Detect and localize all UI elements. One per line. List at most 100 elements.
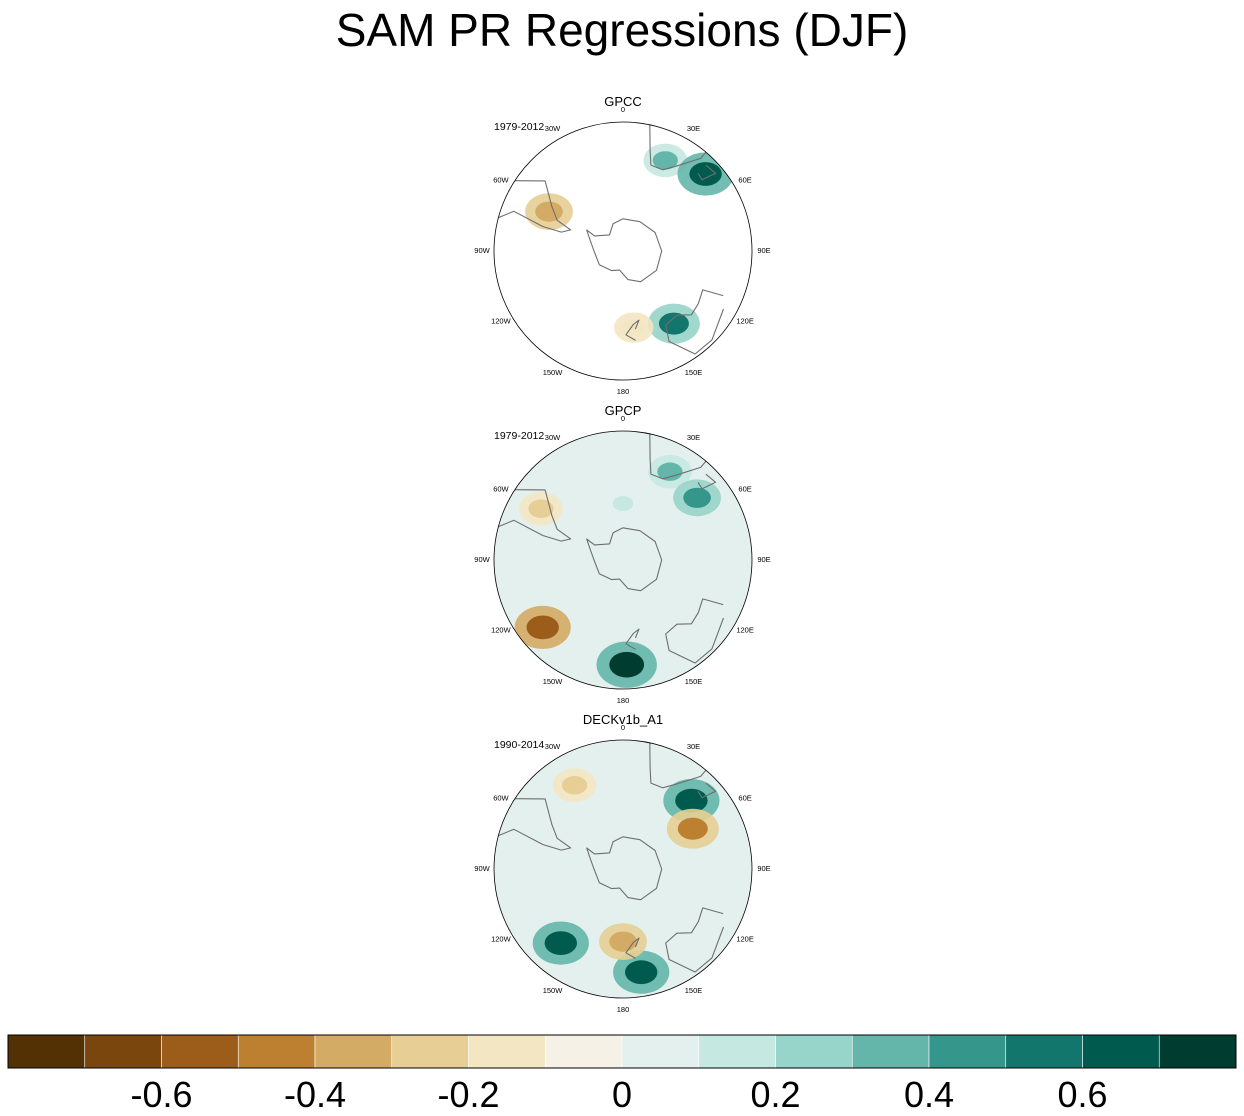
colorbar-bin — [237, 1034, 316, 1069]
panel-period: 1979-2012 — [494, 121, 544, 133]
panel-gpcp: GPCP 1979-2012 south Pacific near New Zeal… — [474, 403, 770, 705]
lon-label: 0 — [621, 723, 625, 732]
regression-feature: midlatitude dry ring — [666, 808, 719, 849]
lon-label: 0 — [621, 414, 625, 423]
coastline-newzealand — [625, 937, 640, 959]
colorbar-bin — [698, 1034, 776, 1069]
regression-feature: Madagascar — [677, 152, 734, 196]
panel-title: GPCC — [604, 94, 642, 109]
lon-label: 120W — [491, 625, 512, 634]
lon-label: 60W — [493, 484, 509, 493]
coastline-samerica — [498, 798, 572, 851]
lon-label: 120E — [736, 316, 754, 325]
lon-label: 120E — [736, 625, 754, 634]
lon-label: 120W — [491, 934, 512, 943]
colorbar-bin — [391, 1034, 469, 1069]
lon-label: 90E — [757, 246, 770, 255]
coastline-newzealand — [625, 628, 640, 650]
lon-label: 150E — [685, 677, 703, 686]
lon-label: 30W — [545, 433, 561, 442]
lon-label: 150W — [543, 677, 564, 686]
regression-feature: south Pacific — [613, 950, 670, 994]
regression-feature: southern South America — [519, 491, 563, 526]
map-boundary — [493, 430, 753, 690]
coastline-antarctica — [586, 527, 663, 592]
colorbar-bin — [84, 1034, 162, 1069]
regression-feature: southwest Indian Ocean — [673, 479, 721, 517]
panel-period: 1990-2014 — [494, 739, 544, 751]
lon-label: 150W — [543, 368, 564, 377]
colorbar-bin — [928, 1034, 1007, 1069]
lon-label: 180 — [617, 1005, 630, 1014]
colorbar-bin — [468, 1034, 546, 1069]
regression-feature: southeast Australia — [647, 303, 700, 344]
coastline-newzealand — [625, 319, 640, 341]
colorbar-tick-label: -0.4 — [284, 1074, 346, 1115]
colorbar-tick-label: 0.4 — [904, 1074, 954, 1115]
lon-label: 30E — [687, 124, 700, 133]
lon-label: 60W — [493, 793, 509, 802]
lon-label: 120E — [736, 934, 754, 943]
lon-label: 150E — [685, 368, 703, 377]
regression-feature: southern South America — [525, 193, 573, 230]
lon-label: 90E — [757, 555, 770, 564]
lon-label: 60E — [738, 175, 751, 184]
lon-label: 30E — [687, 742, 700, 751]
coastline-antarctica — [586, 836, 663, 901]
lon-label: 90E — [757, 864, 770, 873]
colorbar-bin — [1005, 1034, 1083, 1069]
colorbar-bin — [7, 1034, 86, 1069]
map-boundary — [493, 739, 753, 999]
regression-feature: southern Africa — [648, 454, 692, 489]
lon-label: 180 — [617, 696, 630, 705]
coastline-samerica — [498, 180, 572, 233]
lon-label: 120W — [491, 316, 512, 325]
main-title: SAM PR Regressions (DJF) — [335, 4, 909, 56]
colorbar-bin — [544, 1034, 623, 1069]
lon-label: 150E — [685, 986, 703, 995]
coastline-australia — [665, 289, 725, 355]
coastline-australia — [665, 907, 725, 973]
coastline-samerica — [498, 489, 572, 542]
lon-label: 0 — [621, 105, 625, 114]
coastline-africa — [649, 124, 707, 171]
regression-feature: southern ocean belt — [605, 490, 641, 518]
colorbar-tick-label: 0.6 — [1057, 1074, 1107, 1115]
regression-feature: New Zealand — [614, 312, 654, 343]
lon-label: 60E — [738, 793, 751, 802]
colorbar-bin — [775, 1034, 853, 1069]
coastline-madagascar — [697, 473, 717, 490]
regression-feature: southern ocean — [599, 923, 647, 960]
colorbar-bin — [314, 1034, 393, 1069]
lon-label: 90W — [474, 864, 490, 873]
coastline-africa — [649, 742, 707, 789]
lon-label: 30E — [687, 433, 700, 442]
coastline-madagascar — [697, 782, 717, 799]
lon-label: 30W — [545, 742, 561, 751]
coastline-antarctica — [586, 218, 663, 283]
regression-feature: south Pacific near New Zealand — [596, 641, 657, 688]
panel-title: GPCP — [605, 403, 642, 418]
map-boundary — [493, 121, 753, 381]
colorbar-frame — [7, 1034, 1237, 1069]
lon-label: 30W — [545, 124, 561, 133]
colorbar-bin — [1082, 1034, 1160, 1069]
regression-feature: South Atlantic — [552, 768, 597, 802]
panel-gpcc: GPCC 1979-2012 southern AfricaMadagascar so… — [474, 94, 770, 396]
panel-title: DECKv1b_A1 — [583, 712, 663, 727]
lon-label: 90W — [474, 555, 490, 564]
lon-label: 60E — [738, 484, 751, 493]
colorbar: -0.6 -0.4 -0.2 0 0.2 0.4 0.6 — [7, 1034, 1237, 1115]
regression-feature: southern Africa — [643, 143, 688, 178]
lon-label: 150W — [543, 986, 564, 995]
regression-feature: southeast Pacific — [514, 605, 571, 649]
coastline-africa — [649, 433, 707, 480]
lon-label: 90W — [474, 246, 490, 255]
lon-label: 180 — [617, 387, 630, 396]
coastline-madagascar — [697, 164, 717, 181]
colorbar-tick-label: 0.2 — [750, 1074, 800, 1115]
colorbar-bin — [1158, 1034, 1237, 1069]
coastline-australia — [665, 598, 725, 664]
colorbar-tick-label: 0 — [612, 1074, 632, 1115]
